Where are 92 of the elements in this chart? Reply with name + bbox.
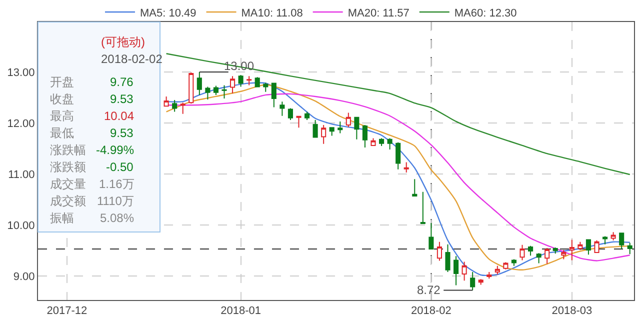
candlestick: [602, 236, 608, 245]
candlestick: [520, 244, 525, 261]
candlestick: [188, 72, 194, 104]
candlestick: [586, 238, 591, 256]
x-tick-label: 2018-01: [220, 305, 261, 318]
candlestick: [462, 261, 467, 282]
candlestick: [271, 82, 276, 108]
candlestick: [246, 76, 252, 86]
x-tick-label: 2017-12: [46, 305, 88, 318]
candlestick: [552, 246, 558, 254]
candlestick: [280, 101, 285, 116]
candlestick: [428, 222, 434, 250]
candlestick: [370, 138, 376, 146]
x-tick-label: 2018-03: [552, 305, 592, 318]
candlestick: [354, 116, 360, 140]
annotation: 10.04: [104, 109, 134, 123]
candlestick: [544, 247, 550, 264]
annotation: (可拖动): [101, 35, 145, 49]
candlestick: [362, 124, 368, 148]
annotation: 最高: [50, 109, 74, 123]
candlestick: [594, 240, 600, 254]
candlestick: [420, 191, 426, 224]
y-tick-label: 13.00: [7, 66, 35, 79]
candlestick: [321, 124, 326, 144]
candlestick: [379, 138, 384, 146]
candlestick: [412, 178, 418, 197]
candlestick: [230, 76, 236, 94]
candlestick: [536, 252, 542, 264]
candlestick: [569, 239, 574, 261]
candlestick: [511, 258, 516, 266]
annotation: 1.16万: [99, 177, 134, 191]
annotation: 最低: [50, 126, 74, 140]
annotation: -0.50: [106, 160, 134, 174]
annotation: 涨跌额: [50, 160, 86, 174]
annotation: 成交量: [50, 177, 86, 191]
candlestick: [254, 76, 260, 88]
annotation: 成交额: [50, 194, 86, 208]
legend-label: MA10: 11.08: [241, 7, 303, 20]
candlestick: [288, 108, 293, 120]
candlestick: [312, 119, 318, 138]
candlestick: [263, 82, 268, 92]
annotation: 1110万: [97, 194, 134, 208]
candlestick: [578, 241, 583, 251]
annotation: 9.53: [110, 126, 134, 140]
annotation: 涨跌幅: [50, 143, 86, 157]
candlestick: [172, 100, 178, 112]
legend-label: MA20: 11.57: [348, 7, 410, 20]
annotation: 振幅: [50, 211, 74, 225]
line-series: [166, 53, 630, 176]
candlestick: [503, 262, 508, 270]
candlestick: [304, 111, 310, 120]
candlestick: [445, 244, 450, 272]
candlestick: [213, 85, 218, 96]
candlestick: [494, 265, 500, 275]
y-tick-label: 12.00: [7, 118, 35, 130]
y-tick-label: 11.00: [8, 168, 35, 181]
annotation: -4.99%: [96, 143, 134, 157]
candlestick: [619, 232, 624, 250]
candlestick: [454, 256, 459, 286]
candlestick: [164, 96, 169, 108]
candlestick: [222, 84, 227, 100]
candlestick: [627, 242, 632, 255]
annotation: 收盘: [50, 92, 74, 106]
candlestick: [205, 86, 210, 100]
candlestick: [346, 112, 351, 128]
y-tick-label: 9.00: [13, 270, 35, 283]
annotation: 开盘: [50, 75, 74, 89]
annotation: 2018-02-02: [101, 52, 163, 66]
candlestick: [238, 74, 244, 88]
candlestick: [296, 115, 302, 128]
candlestick: [610, 232, 616, 241]
candlestick: [387, 138, 392, 150]
candlestick: [561, 250, 566, 260]
candlestick: [486, 271, 492, 280]
candlestick: [180, 102, 186, 114]
annotation: 9.53: [110, 92, 134, 106]
candlestick: [478, 278, 484, 286]
legend-label: MA5: 10.49: [140, 7, 196, 20]
candlestick: [404, 162, 409, 173]
candlestick: [528, 245, 534, 256]
candlestick: [470, 271, 476, 291]
y-tick-label: 10.00: [7, 220, 35, 232]
candlestick: [329, 126, 334, 136]
annotation: 8.72: [417, 283, 441, 297]
legend-label: MA60: 12.30: [454, 7, 517, 20]
candlestick: [396, 142, 401, 170]
candlestick: [436, 241, 442, 262]
x-tick-label: 2018-02: [411, 305, 452, 318]
annotation: 5.08%: [100, 211, 134, 225]
candlestick: [338, 120, 343, 134]
candlestick: [196, 71, 202, 96]
annotation: 9.76: [110, 75, 134, 89]
